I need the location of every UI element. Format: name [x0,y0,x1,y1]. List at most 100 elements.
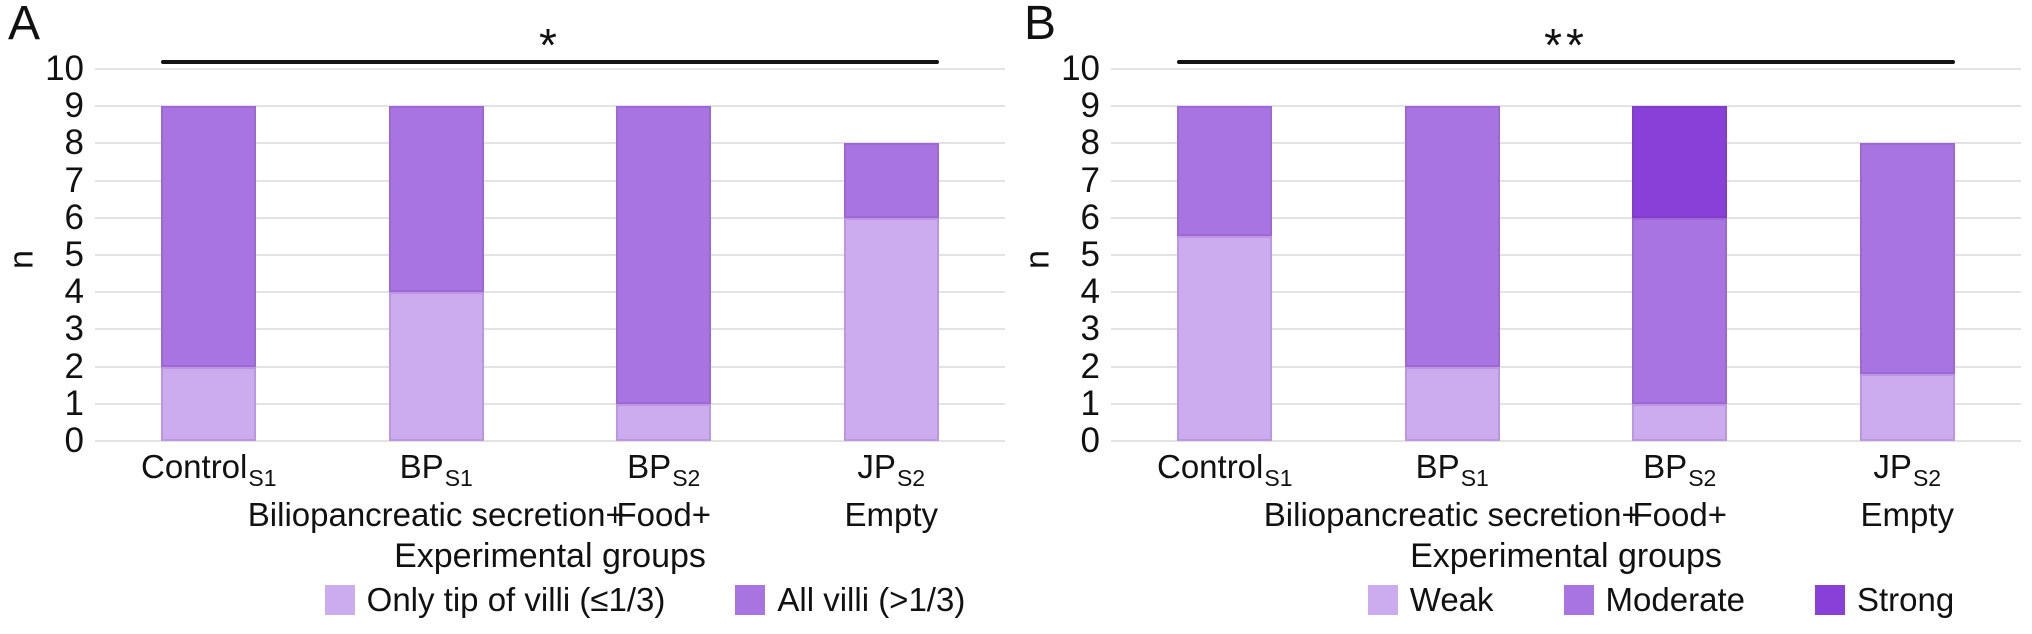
y-tick-label: 9 [64,86,84,126]
legend-swatch [1814,585,1845,615]
y-tick-label: 0 [1080,421,1100,460]
gridline [1111,142,2021,145]
bar-segment [616,106,712,404]
category-name: JPS2 [844,448,938,492]
y-tick-label: 9 [1080,86,1100,126]
gridline [1111,328,2021,331]
y-tick-label: 7 [64,160,84,200]
category-name-text: JP [1873,448,1912,485]
category-label: BPS1 Biliopancreatic secretion+ [1264,448,1641,534]
gridline [95,254,1005,256]
category-name-text: BP [1643,448,1688,485]
bar-segment [616,403,712,441]
legend-item: Strong [1814,581,1955,619]
y-tick-label: 2 [64,346,84,386]
y-tick-label: 5 [1080,235,1100,274]
x-axis-labels: ControlS1 BPS1 Biliopancreatic secretion+ B… [1016,448,2032,543]
y-tick-label: 4 [64,272,84,312]
x-axis-title: Experimental groups [1410,537,1722,575]
category-name: BPS2 [617,448,712,492]
y-tick-label: 1 [1080,383,1100,423]
category-label: ControlS1 [141,448,277,492]
gridline [1111,254,2021,256]
x-axis-title: Experimental groups [394,537,706,575]
y-tick-label: 6 [64,197,84,237]
panel-B: B n 0 1 2 3 4 5 6 7 8 9 10 ** ControlS1 BPS1 Biliopa… [1016,0,2032,634]
category-subscript: S2 [1912,465,1942,491]
legend-label: Strong [1856,581,1955,618]
legend-item: Only tip of villi (≤1/3) [324,581,666,619]
category-label: ControlS1 [1157,448,1293,492]
bar-segment [1177,236,1273,441]
category-subscript: S1 [1264,465,1293,491]
y-axis-ticks: 0 1 2 3 4 5 6 7 8 9 10 [1016,0,1100,634]
category-label: JPS2 Empty [1860,448,1954,534]
y-tick-label: 6 [1080,197,1100,237]
legend: Only tip of villi (≤1/3) All villi (>1/3) [95,581,1005,619]
category-label: BPS1 Biliopancreatic secretion+ [248,448,625,534]
legend-swatch [1367,585,1398,615]
gridline [95,402,1005,405]
category-subscript: S2 [896,465,926,491]
y-tick-label: 10 [45,49,84,88]
category-note: Biliopancreatic secretion+ [1263,496,1641,533]
bar-segment [1404,106,1500,367]
gridline [1111,216,2021,219]
category-name: BPS1 [248,448,625,492]
category-name-text: JP [857,448,896,485]
category-name: BPS2 [1633,448,1728,492]
significance-line [161,60,939,64]
bar-segment [1632,217,1728,404]
legend-item: All villi (>1/3) [735,581,965,619]
category-label: BPS2 Food+ [617,448,712,534]
bar-segment [1632,403,1728,441]
y-tick-label: 3 [64,309,84,349]
gridline [1111,440,2021,442]
category-subscript: S1 [1460,465,1489,491]
gridline [95,68,1005,70]
category-name: ControlS1 [1157,448,1293,492]
legend-swatch [1563,585,1594,615]
bar-jp-s2 [1859,143,1955,441]
y-tick-label: 2 [1080,346,1100,386]
gridline [1111,365,2021,368]
legend-label: Moderate [1605,581,1745,618]
bar-segment [388,292,484,441]
bar-bp-s2 [1632,106,1728,441]
bar-segment [1404,366,1500,441]
category-name-text: Control [140,448,248,485]
gridline [95,291,1005,294]
panel-letter: A [8,0,41,50]
legend-item: Moderate [1563,581,1745,619]
legend-label: All villi (>1/3) [777,581,966,618]
category-name-text: BP [627,448,672,485]
gridline [95,440,1005,442]
category-note: Food+ [1632,496,1728,533]
bar-segment [1859,374,1955,441]
bar-segment [1632,106,1728,218]
significance-line [1177,60,1955,64]
category-name-text: Control [1156,448,1264,485]
gridline [95,365,1005,368]
legend-swatch [735,585,766,615]
bar-bp-s1 [388,106,484,441]
category-subscript: S1 [248,465,277,491]
bar-control-s1 [1177,106,1273,441]
y-tick-label: 1 [64,383,84,423]
gridline [95,105,1005,108]
plot-area: * [95,19,1005,442]
bar-segment [388,106,484,293]
panel-letter: B [1024,0,1057,50]
bar-control-s1 [161,106,257,441]
bar-jp-s2 [843,143,939,441]
plot-area: ** [1111,19,2021,442]
y-tick-label: 8 [64,123,84,163]
gridline [1111,402,2021,405]
significance-label: * [539,19,561,71]
bar-segment [843,217,939,441]
x-axis-labels: ControlS1 BPS1 Biliopancreatic secretion+ B… [0,448,1016,543]
category-name: ControlS1 [141,448,277,492]
legend-label: Only tip of villi (≤1/3) [366,581,666,618]
y-tick-label: 3 [1080,309,1100,349]
